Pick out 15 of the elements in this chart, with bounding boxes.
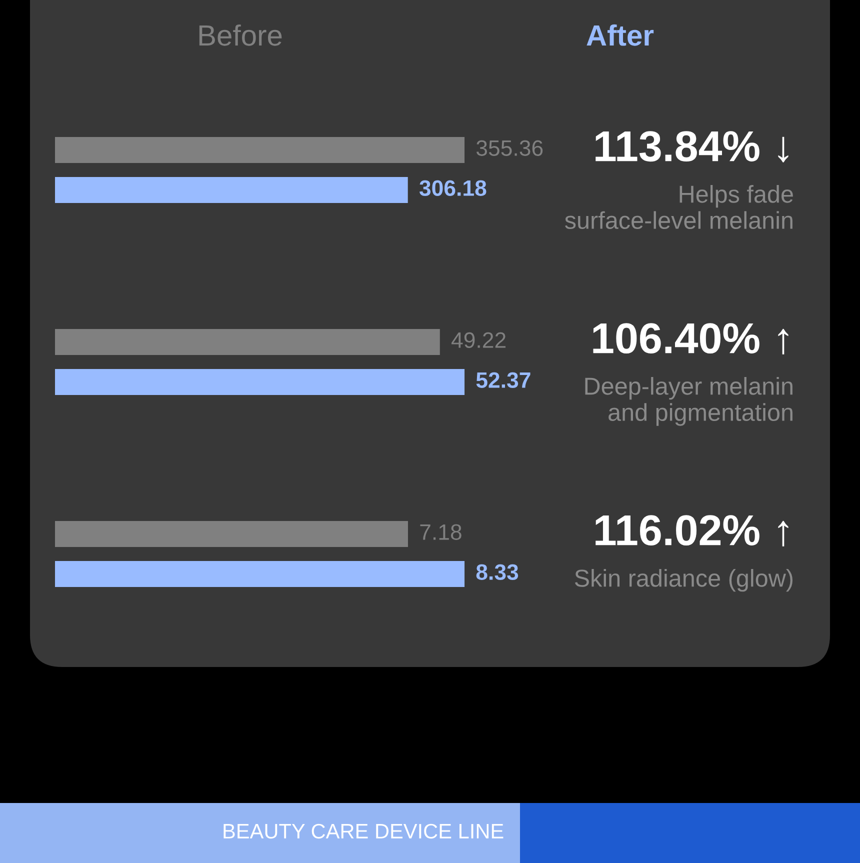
data-label: 7.18 xyxy=(420,524,462,540)
text: 116.02% ↑ xyxy=(596,515,788,546)
text: After xyxy=(586,24,654,46)
data-label: 306.18 xyxy=(419,180,486,196)
text: 106.40% ↑ xyxy=(593,323,788,354)
y-tick-label: Skin radiance (glow) xyxy=(574,569,793,592)
data-label: 52.37 xyxy=(476,372,530,388)
data-label: 8.33 xyxy=(476,564,518,580)
y-tick-label: Helps fade surface-level melanin xyxy=(565,185,793,230)
text: Before xyxy=(199,24,282,46)
text: 113.84% ↓ xyxy=(596,131,788,162)
text: BEAUTY CARE DEVICE LINE xyxy=(224,824,504,839)
y-tick-label: Deep-layer melanin and pigmentation xyxy=(585,377,792,426)
data-label: 355.36 xyxy=(476,140,543,156)
data-label: 49.22 xyxy=(452,332,506,348)
